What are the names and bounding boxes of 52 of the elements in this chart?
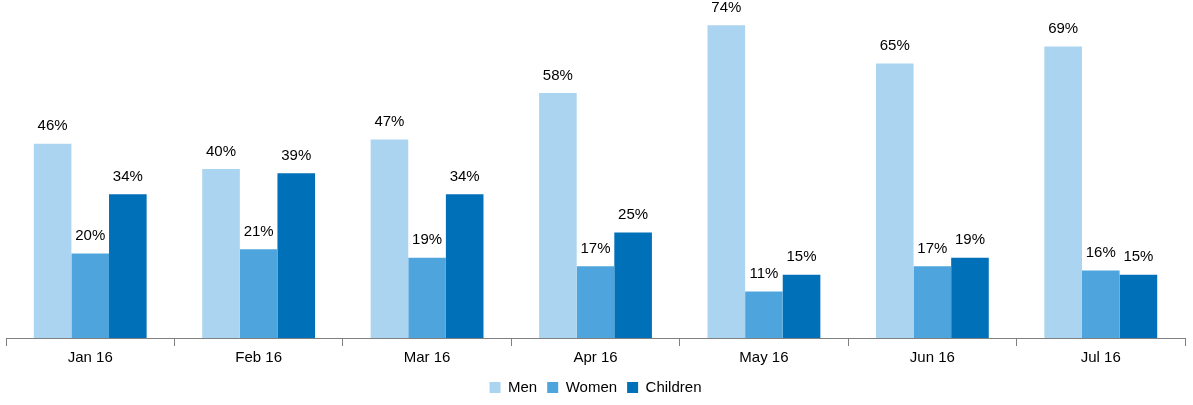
bar	[539, 92, 577, 338]
bar	[913, 266, 952, 338]
data-label: 34%	[449, 166, 480, 184]
data-label: 46%	[37, 116, 68, 134]
data-label: 25%	[618, 205, 649, 223]
x-tick-label: Jul 16	[1080, 348, 1121, 366]
bar	[239, 249, 278, 338]
bar	[277, 173, 316, 338]
legend-label: Women	[565, 377, 618, 395]
data-label: 17%	[917, 238, 948, 256]
x-tick-label: Jun 16	[909, 348, 955, 366]
data-label: 15%	[786, 247, 817, 265]
x-tick-label: Jan 16	[67, 348, 113, 366]
bar	[408, 257, 446, 338]
x-tick-label: Feb 16	[235, 348, 282, 366]
bar	[445, 194, 484, 338]
data-label: 21%	[243, 221, 274, 239]
legend-label: Children	[645, 377, 702, 395]
data-label: 17%	[580, 238, 611, 256]
bar	[109, 194, 147, 338]
data-label: 11%	[749, 264, 779, 282]
data-label: 19%	[412, 230, 443, 248]
bar	[576, 266, 615, 338]
x-tick-label: May 16	[739, 348, 789, 366]
x-tick-label: Apr 16	[573, 348, 618, 366]
data-label: 65%	[879, 36, 910, 54]
data-label: 74%	[711, 0, 742, 15]
data-label: 19%	[954, 230, 985, 248]
bar	[875, 63, 914, 338]
data-label: 34%	[112, 166, 143, 184]
legend-label: Men	[508, 377, 538, 395]
bar	[1081, 270, 1120, 338]
data-label: 47%	[374, 112, 405, 130]
bar	[745, 291, 783, 338]
bar	[707, 25, 746, 338]
bar	[1119, 274, 1158, 338]
bar	[1044, 46, 1082, 338]
bar	[71, 253, 110, 338]
data-label: 40%	[206, 141, 237, 159]
x-tick-label: Mar 16	[403, 348, 451, 366]
data-label: 20%	[75, 226, 106, 244]
bar	[33, 143, 72, 338]
bar	[951, 257, 989, 338]
bar	[614, 232, 652, 338]
data-label: 39%	[281, 145, 312, 163]
data-label: 16%	[1085, 243, 1116, 261]
bar	[782, 274, 821, 338]
data-label: 58%	[542, 65, 573, 83]
bar	[370, 139, 409, 338]
bar	[202, 169, 240, 338]
data-label: 15%	[1123, 247, 1154, 265]
data-label: 69%	[1048, 19, 1079, 37]
